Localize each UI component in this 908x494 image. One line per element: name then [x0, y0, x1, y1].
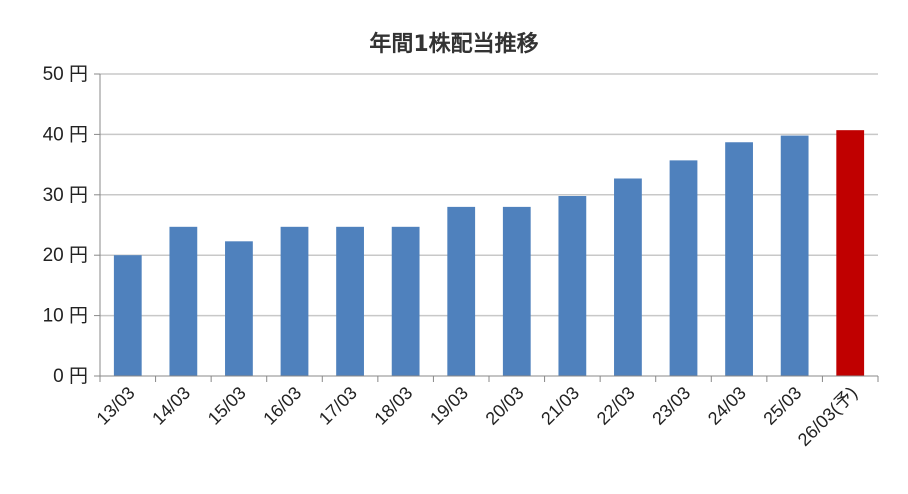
y-tick-labels: 0 円 10 円 20 円 30 円 40 円 50 円	[43, 64, 88, 387]
x-tick-label: 20/03	[482, 383, 528, 429]
x-tick-label: 23/03	[648, 383, 694, 429]
bar	[669, 160, 698, 376]
y-tick-label: 50 円	[43, 64, 88, 85]
x-tick-label: 16/03	[259, 383, 305, 429]
bar	[113, 255, 142, 376]
x-tick-label: 24/03	[704, 383, 750, 429]
x-tick-label: 26/03(予)	[794, 383, 861, 450]
bar	[225, 241, 253, 376]
bar	[502, 206, 531, 376]
x-tick-label: 18/03	[370, 383, 416, 429]
x-tick-label: 19/03	[426, 383, 472, 429]
x-tick-label: 22/03	[593, 383, 639, 429]
x-tick-label: 15/03	[204, 383, 250, 429]
y-tick-label: 40 円	[43, 124, 88, 145]
x-tick-label: 25/03	[759, 383, 805, 429]
bar	[558, 196, 587, 376]
chart-title: 年間1株配当推移	[369, 32, 539, 57]
bar	[336, 226, 364, 376]
x-tick-label: 13/03	[93, 383, 139, 429]
bar	[280, 226, 309, 376]
bar	[780, 135, 809, 376]
bar	[725, 142, 753, 376]
gridlines	[100, 73, 878, 317]
x-tick-label: 14/03	[148, 383, 194, 429]
x-tick-label: 21/03	[537, 383, 583, 429]
bar	[447, 206, 476, 376]
bar-forecast	[836, 130, 865, 376]
y-tick-label: 0 円	[53, 366, 88, 387]
bars	[113, 130, 865, 376]
y-tick-label: 20 円	[43, 245, 88, 266]
x-tick-labels: 13/03 14/03 15/03 16/03 17/03 18/03 19/03 20/03…	[93, 383, 861, 450]
y-tick-label: 10 円	[43, 306, 88, 327]
bar	[614, 178, 642, 376]
y-tick-label: 30 円	[43, 185, 88, 206]
axes	[94, 73, 879, 382]
bar	[169, 226, 198, 376]
bar	[391, 226, 420, 376]
x-tick-label: 17/03	[315, 383, 361, 429]
